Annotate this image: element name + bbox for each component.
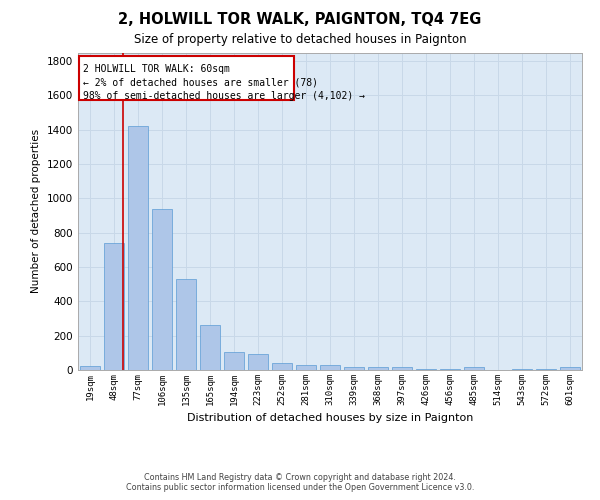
Text: Contains HM Land Registry data © Crown copyright and database right 2024.
Contai: Contains HM Land Registry data © Crown c… (126, 473, 474, 492)
Bar (536, 369, 556, 370)
Text: Size of property relative to detached houses in Paignton: Size of property relative to detached ho… (134, 32, 466, 46)
Bar (152, 208, 172, 370)
Bar (416, 368, 436, 370)
Bar (272, 363, 292, 370)
Bar (200, 324, 220, 370)
Y-axis label: Number of detached properties: Number of detached properties (31, 129, 41, 294)
FancyBboxPatch shape (79, 56, 294, 100)
Bar (344, 367, 364, 370)
Text: 98% of semi-detached houses are larger (4,102) →: 98% of semi-detached houses are larger (… (83, 91, 365, 101)
Bar (512, 369, 532, 370)
Text: 2, HOLWILL TOR WALK, PAIGNTON, TQ4 7EG: 2, HOLWILL TOR WALK, PAIGNTON, TQ4 7EG (118, 12, 482, 28)
Bar (104, 243, 124, 370)
Bar (296, 365, 316, 370)
Bar (128, 126, 148, 370)
Bar (368, 368, 388, 370)
Text: ← 2% of detached houses are smaller (78): ← 2% of detached houses are smaller (78) (83, 78, 318, 88)
Bar (176, 279, 196, 370)
Text: 2 HOLWILL TOR WALK: 60sqm: 2 HOLWILL TOR WALK: 60sqm (83, 64, 230, 74)
Bar (392, 368, 412, 370)
Bar (224, 352, 244, 370)
Bar (440, 369, 460, 370)
Bar (80, 366, 100, 370)
Bar (320, 365, 340, 370)
Bar (560, 368, 580, 370)
X-axis label: Distribution of detached houses by size in Paignton: Distribution of detached houses by size … (187, 414, 473, 424)
Bar (248, 354, 268, 370)
Bar (464, 368, 484, 370)
